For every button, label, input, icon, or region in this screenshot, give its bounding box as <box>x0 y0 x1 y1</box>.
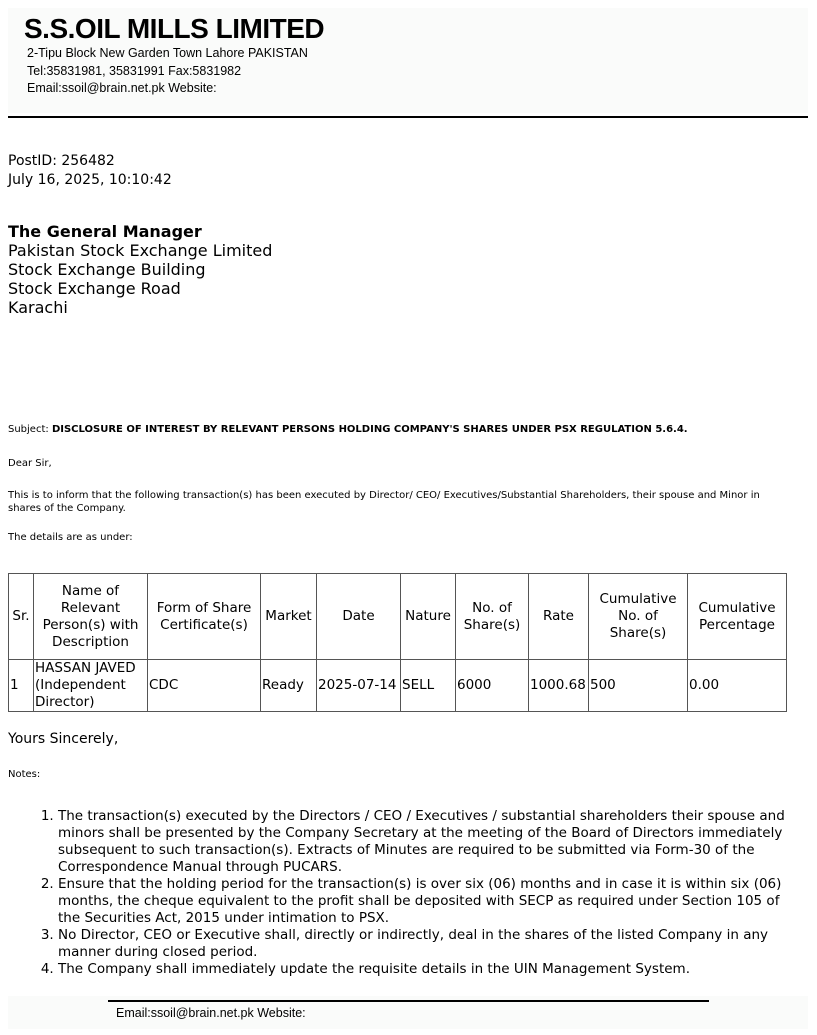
table-row: 1 HASSAN JAVED (Independent Director) CD… <box>8 659 787 712</box>
note-item: Ensure that the holding period for the t… <box>58 876 798 927</box>
cell-name: HASSAN JAVED (Independent Director) <box>33 659 148 712</box>
note-item: The transaction(s) executed by the Direc… <box>58 808 798 876</box>
salutation: Dear Sir, <box>8 458 52 469</box>
footer: Email:ssoil@brain.net.pk Website: <box>8 996 808 1029</box>
details-label: The details are as under: <box>8 532 133 543</box>
col-cum-pct: Cumulative Percentage <box>687 573 787 660</box>
subject-label: Subject: <box>8 424 52 435</box>
recipient-line: Pakistan Stock Exchange Limited <box>8 241 273 260</box>
col-sr: Sr. <box>8 573 34 660</box>
company-address: 2-Tipu Block New Garden Town Lahore PAKI… <box>27 46 308 60</box>
cell-form: CDC <box>147 659 261 712</box>
cell-cum-shares: 500 <box>588 659 688 712</box>
recipient-title: The General Manager <box>8 222 202 241</box>
recipient-line: Stock Exchange Building <box>8 260 206 279</box>
col-form: Form of Share Certificate(s) <box>147 573 261 660</box>
cell-nature: SELL <box>400 659 456 712</box>
subject-text: DISCLOSURE OF INTEREST BY RELEVANT PERSO… <box>51 424 688 435</box>
table-header-row: Sr. Name of Relevant Person(s) with Desc… <box>8 573 787 660</box>
col-market: Market <box>260 573 317 660</box>
footer-contact: Email:ssoil@brain.net.pk Website: <box>116 1006 306 1020</box>
cell-shares: 6000 <box>455 659 529 712</box>
col-date: Date <box>316 573 401 660</box>
post-meta: PostID: 256482 July 16, 2025, 10:10:42 <box>8 152 172 190</box>
letterhead: S.S.OIL MILLS LIMITED 2-Tipu Block New G… <box>8 8 808 113</box>
col-nature: Nature <box>400 573 456 660</box>
footer-divider <box>108 1000 709 1002</box>
col-name: Name of Relevant Person(s) with Descript… <box>33 573 148 660</box>
recipient-address: The General Manager Pakistan Stock Excha… <box>8 222 272 317</box>
post-datetime: July 16, 2025, 10:10:42 <box>8 172 172 188</box>
notes-list: The transaction(s) executed by the Direc… <box>18 808 798 978</box>
closing: Yours Sincerely, <box>8 731 119 747</box>
company-phone: Tel:35831981, 35831991 Fax:5831982 <box>27 64 242 78</box>
notes-label: Notes: <box>8 769 41 780</box>
recipient-line: Stock Exchange Road <box>8 279 181 298</box>
note-item: The Company shall immediately update the… <box>58 961 798 978</box>
cell-market: Ready <box>260 659 317 712</box>
cell-rate: 1000.68 <box>528 659 589 712</box>
col-rate: Rate <box>528 573 589 660</box>
cell-date: 2025-07-14 <box>316 659 401 712</box>
company-contact: Email:ssoil@brain.net.pk Website: <box>27 81 217 95</box>
cell-sr: 1 <box>8 659 34 712</box>
recipient-line: Karachi <box>8 298 68 317</box>
col-cum-shares: Cumulative No. of Share(s) <box>588 573 688 660</box>
header-divider <box>8 116 808 118</box>
col-shares: No. of Share(s) <box>455 573 529 660</box>
subject-line: Subject: DISCLOSURE OF INTEREST BY RELEV… <box>8 423 688 436</box>
transactions-table: Sr. Name of Relevant Person(s) with Desc… <box>8 573 787 712</box>
company-name: S.S.OIL MILLS LIMITED <box>24 13 325 44</box>
post-id: PostID: 256482 <box>8 153 115 169</box>
intro-paragraph: This is to inform that the following tra… <box>8 490 760 514</box>
note-item: No Director, CEO or Executive shall, dir… <box>58 927 798 961</box>
cell-cum-pct: 0.00 <box>687 659 787 712</box>
